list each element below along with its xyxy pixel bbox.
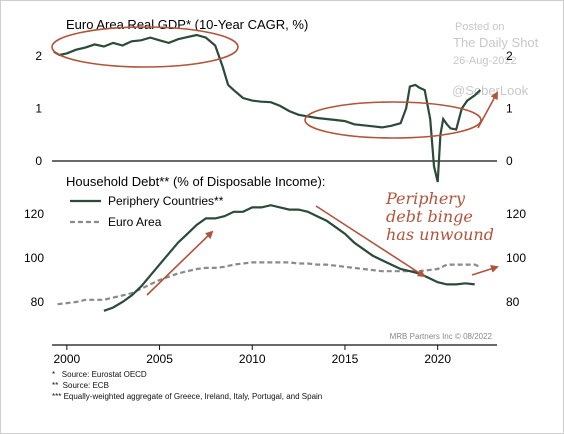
gdp-series-line [53,33,482,183]
footnotes: * Source: Eurostat OECD ** Source: ECB *… [52,370,322,401]
annotation-text: Periphery debt binge has unwound [385,189,494,244]
debt-panel: Household Debt** (% of Disposable Income… [24,91,526,366]
x-tick-label: 2010 [239,352,266,366]
source-credit: MRB Partners Inc © 08/2022 [390,332,493,341]
gdp-y-tick-label-left: 1 [35,102,42,116]
debt-y-tick-label-right: 80 [506,295,520,309]
arrow-gdp-recovery [477,91,498,129]
debt-y-tick-label-left: 100 [24,251,44,265]
debt-euro-area-line [57,261,481,306]
debt-chart-title: Household Debt** (% of Disposable Income… [66,174,325,189]
x-tick-label: 2000 [53,352,80,366]
gdp-y-tick-label-right: 2 [506,49,513,63]
gdp-chart-title: Euro Area Real GDP* (10-Year CAGR, %) [66,17,308,32]
arrow-debt-rise [146,230,214,296]
watermark-line2: The Daily Shot [453,35,539,50]
watermark: Posted on The Daily Shot 26-Aug-2022 @So… [452,21,539,98]
footnote-1: * Source: Eurostat OECD [52,370,147,379]
x-tick-label: 2015 [332,352,359,366]
annotation-line2: debt binge [386,207,473,226]
gdp-y-tick-label-right: 1 [506,102,513,116]
annotation-line3: has unwound [386,225,494,244]
debt-y-tick-label-left: 80 [31,295,45,309]
footnote-3: *** Equally-weighted aggregate of Greece… [52,392,322,401]
watermark-line4: @SoberLook [452,83,529,98]
gdp-y-tick-label-left: 2 [35,49,42,63]
arrow-debt-decline [315,205,426,278]
gdp-y-ticks-right: 0 1 2 [506,49,513,168]
debt-y-tick-label-left: 120 [24,207,44,221]
debt-y-ticks-left: 80 100 120 [24,207,44,309]
watermark-line1: Posted on [455,21,505,33]
annotation-line1: Periphery [385,189,466,208]
gdp-y-tick-label-right: 0 [506,154,513,168]
debt-y-ticks-right: 80 100 120 [506,207,526,309]
highlight-ellipse-gdp-low [304,101,482,139]
footnote-2: ** Source: ECB [52,381,109,390]
watermark-line3: 26-Aug-2022 [453,55,517,67]
x-tick-label: 2005 [146,352,173,366]
arrow-debt-recent [471,265,499,276]
gdp-panel: Euro Area Real GDP* (10-Year CAGR, %) 0 1… [35,17,513,183]
legend: Periphery Countries** Euro Area [70,194,224,229]
gdp-y-ticks-left: 0 1 2 [35,49,42,168]
x-tick-label: 2020 [424,352,451,366]
debt-y-tick-label-right: 120 [506,207,526,221]
debt-periphery-line [103,204,475,312]
debt-y-tick-label-right: 100 [506,251,526,265]
legend-label-euro-area: Euro Area [108,215,162,229]
x-ticks: 2000 2005 2010 2015 2020 [53,345,451,366]
highlight-ellipse-gdp-high [51,26,239,68]
legend-label-periphery: Periphery Countries** [108,194,224,208]
gdp-y-tick-label-left: 0 [35,154,42,168]
